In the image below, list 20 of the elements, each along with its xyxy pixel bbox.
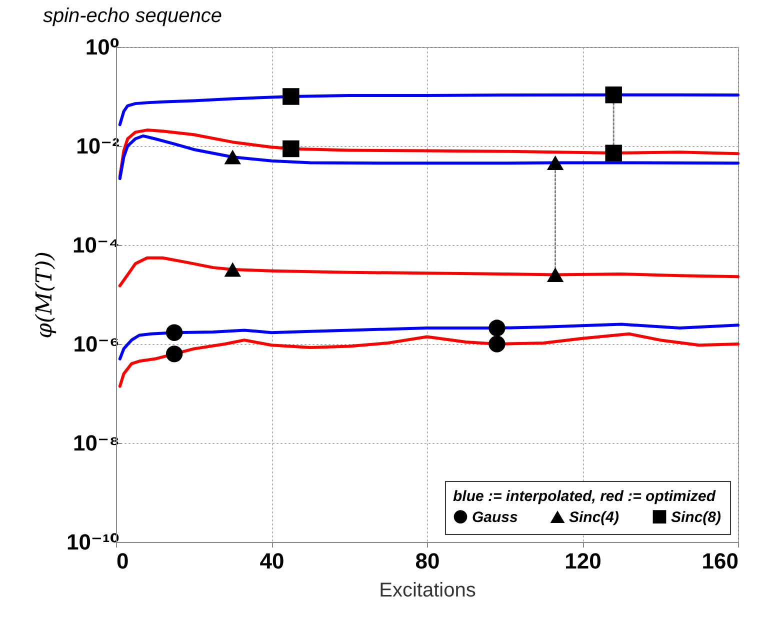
- y-tick-label: 10⁻²: [76, 134, 120, 158]
- x-tick-label: 160: [702, 548, 738, 574]
- y-tick-label: 10⁻⁶: [73, 332, 120, 356]
- legend-label: Sinc(4): [569, 509, 620, 526]
- line-series: [118, 256, 740, 288]
- x-tick-label: 120: [564, 548, 602, 574]
- y-axis-title: φ(M(T)): [32, 252, 58, 338]
- y-tick-label: 10⁻⁴: [72, 232, 120, 258]
- y-tick-label: 10⁻⁸: [73, 430, 120, 456]
- x-tick-label: 40: [260, 548, 284, 574]
- y-tick-label: 10⁰: [85, 34, 120, 60]
- x-axis-title: Excitations: [379, 580, 476, 602]
- x-tick-label: 0: [116, 548, 129, 574]
- legend-label: Gauss: [472, 508, 518, 526]
- chart-title: spin-echo sequence: [42, 5, 222, 27]
- y-tick-label: 10⁻¹⁰: [66, 530, 120, 554]
- legend-label: Sinc(8): [671, 508, 722, 526]
- legend-title: blue := interpolated, red := optimized: [453, 488, 716, 505]
- x-tick-label: 80: [415, 548, 440, 574]
- line-series: [118, 332, 740, 388]
